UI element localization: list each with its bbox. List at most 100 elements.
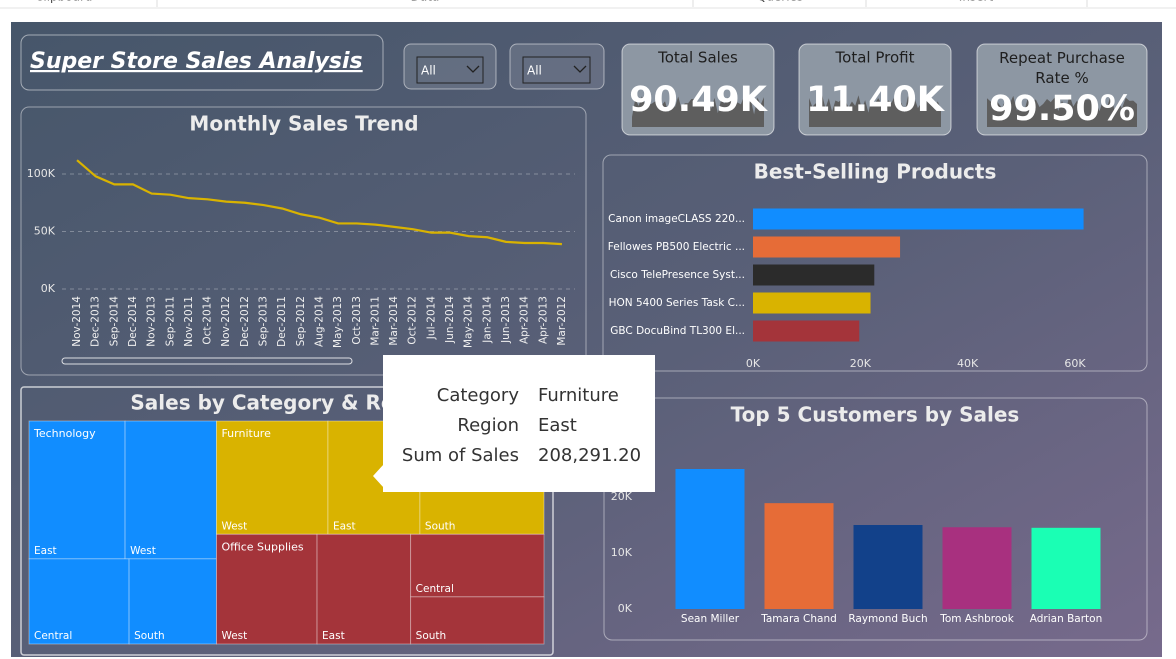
x-tick-label: Mar-2014 <box>388 296 400 346</box>
chart-title: Top 5 Customers by Sales <box>731 403 1020 427</box>
bar[interactable] <box>753 208 1084 230</box>
y-tick-label: 0K <box>41 282 56 295</box>
x-tick-label: Sep-2012 <box>295 296 307 346</box>
column[interactable] <box>675 469 745 609</box>
treemap-category-label: Office Supplies <box>221 540 303 553</box>
slicer-value[interactable]: All <box>421 64 436 78</box>
treemap-cell[interactable] <box>28 558 130 645</box>
x-tick-label: Oct-2013 <box>351 296 363 345</box>
kpi-sparkline <box>632 95 764 127</box>
y-tick-label: 10K <box>611 546 633 559</box>
treemap-region-label: South <box>416 630 447 642</box>
x-tick-label: Nov-2014 <box>71 296 83 347</box>
treemap-cell[interactable] <box>410 533 545 598</box>
slicer-panel <box>403 43 497 90</box>
ribbon-group[interactable]: Data <box>411 0 440 4</box>
tooltip-key: Category <box>437 385 520 406</box>
y-category-label: Fellowes PB500 Electric ... <box>608 241 745 253</box>
chart-title: Monthly Sales Trend <box>189 112 418 136</box>
y-category-label: Canon imageCLASS 220... <box>608 213 745 225</box>
y-tick-label: 50K <box>34 225 56 238</box>
scrollbar[interactable] <box>61 357 353 365</box>
tooltip-value: 208,291.20 <box>538 445 641 466</box>
x-tick-label: 20K <box>850 357 872 370</box>
x-tick-label: May-2013 <box>332 296 344 348</box>
x-tick-label: Oct-2014 <box>202 296 214 345</box>
x-tick-label: Dec-2013 <box>90 296 102 347</box>
x-tick-label: Jun-2014 <box>444 296 456 344</box>
treemap-cell[interactable] <box>316 533 412 645</box>
x-tick-label: Nov-2013 <box>146 296 158 347</box>
treemap-cell[interactable] <box>124 420 217 560</box>
bar[interactable] <box>753 236 901 258</box>
chart-title: Best-Selling Products <box>754 160 997 184</box>
x-category-label: Tamara Chand <box>760 613 837 625</box>
kpi-sparkline <box>987 95 1137 127</box>
kpi-value: 90.49K <box>629 80 769 120</box>
column[interactable] <box>942 527 1012 609</box>
y-category-label: HON 5400 Series Task C... <box>609 297 745 309</box>
bar[interactable] <box>753 292 871 314</box>
x-tick-label: Apr-2013 <box>537 296 549 344</box>
dropdown-chevron[interactable] <box>573 65 587 73</box>
x-tick-label: Sep-2014 <box>108 296 120 347</box>
x-tick-label: Dec-2014 <box>127 296 139 347</box>
kpi-label: Repeat Purchase Rate % <box>999 49 1125 87</box>
ribbon-group[interactable]: Queries <box>757 0 803 4</box>
ribbon <box>0 0 1176 8</box>
slicer-dropdown[interactable] <box>416 56 484 84</box>
treemap-cell[interactable] <box>128 558 217 645</box>
x-tick-label: Oct-2012 <box>407 296 419 345</box>
x-tick-label: May-2014 <box>463 296 475 348</box>
slicer-panel <box>509 43 605 90</box>
x-category-label: Tom Ashbrook <box>939 613 1015 625</box>
treemap-cell[interactable] <box>28 420 126 560</box>
sales-line <box>76 159 562 246</box>
x-tick-label: Dec-2011 <box>276 296 288 347</box>
x-tick-label: Sep-2013 <box>258 296 270 346</box>
x-tick-label: Sep-2011 <box>164 296 176 346</box>
treemap-region-label: Central <box>34 630 72 642</box>
dropdown-chevron[interactable] <box>466 65 480 73</box>
treemap-cell[interactable] <box>419 486 545 535</box>
treemap-cell[interactable] <box>410 596 545 645</box>
x-category-label: Raymond Buch <box>848 613 927 625</box>
x-tick-label: Aug-2014 <box>313 296 325 347</box>
kpi-value: 99.50% <box>989 89 1135 129</box>
treemap-category-label: Furniture <box>221 427 271 440</box>
ribbon-group[interactable]: Insert <box>959 0 994 4</box>
column[interactable] <box>764 503 834 609</box>
treemap-region-label: West <box>221 520 247 532</box>
x-tick-label: Nov-2011 <box>183 296 195 347</box>
tooltip <box>383 355 655 492</box>
tooltip-key: Region <box>457 415 519 436</box>
treemap-region-label: East <box>333 520 356 532</box>
y-category-label: GBC DocuBind TL300 El... <box>610 325 745 337</box>
kpi-label: Total Profit <box>835 49 915 67</box>
title-panel <box>20 34 384 91</box>
y-tick-label: 100K <box>27 167 56 180</box>
report-title: Super Store Sales Analysis <box>30 49 363 74</box>
kpi-label: Total Sales <box>657 49 738 67</box>
tooltip-value: Furniture <box>538 385 619 406</box>
slicer-dropdown[interactable] <box>522 56 591 84</box>
x-category-label: Adrian Barton <box>1030 613 1102 625</box>
y-category-label: Cisco TelePresence Syst... <box>610 269 745 281</box>
treemap-region-label: South <box>134 630 165 642</box>
column-panel <box>603 397 1148 641</box>
bar[interactable] <box>753 320 860 342</box>
column[interactable] <box>853 525 923 609</box>
treemap-cell[interactable] <box>216 420 329 535</box>
slicer-value[interactable]: All <box>527 64 542 78</box>
treemap-category-label: Technology <box>33 427 96 440</box>
tooltip-pointer <box>373 464 384 488</box>
line-panel <box>20 106 587 376</box>
kpi-value: 11.40K <box>806 80 946 120</box>
column[interactable] <box>1031 527 1101 609</box>
x-tick-label: Mar-2011 <box>369 296 381 346</box>
ribbon-group[interactable]: Clipboard <box>35 0 92 4</box>
treemap-region-label: West <box>221 630 247 642</box>
bar[interactable] <box>753 264 875 286</box>
